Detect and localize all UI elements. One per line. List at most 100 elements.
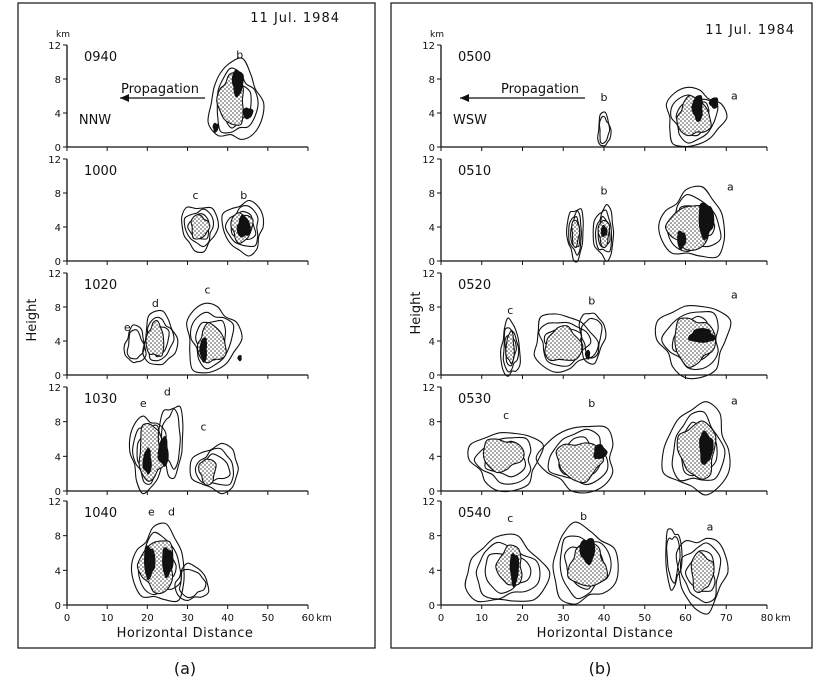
- reflectivity-contour: [679, 542, 722, 604]
- intense-core: [212, 122, 219, 133]
- y-tick-label: 4: [429, 566, 435, 577]
- reflectivity-contour: [597, 111, 612, 147]
- reflectivity-contour: [186, 302, 243, 374]
- echo-cell-b: b: [535, 397, 614, 494]
- x-tick-label: 80: [761, 613, 774, 624]
- cell-label: a: [731, 89, 738, 102]
- cell-label: e: [148, 506, 155, 519]
- intense-core: [687, 328, 716, 343]
- reflectivity-contour: [130, 522, 185, 603]
- echo-cell-c: c: [186, 283, 243, 374]
- panel-b-frame: [390, 2, 813, 649]
- reflectivity-contour: [160, 408, 181, 470]
- intense-core: [237, 355, 242, 362]
- y-tick-label: 8: [55, 75, 61, 86]
- y-tick-label: 4: [55, 566, 61, 577]
- reflectivity-contour: [670, 94, 719, 144]
- reflectivity-contour: [552, 521, 619, 605]
- reflectivity-contour: [547, 428, 609, 486]
- intense-core: [699, 430, 714, 465]
- intense-core: [708, 97, 719, 109]
- y-tick-label: 8: [429, 303, 435, 314]
- cell-label: b: [588, 397, 595, 410]
- x-tick-label: 10: [475, 613, 488, 624]
- x-tick-label: 60: [302, 613, 315, 624]
- reflectivity-contour: [178, 568, 207, 599]
- time-label: 0520: [458, 278, 491, 293]
- stippled-region: [505, 330, 515, 365]
- reflectivity-contour: [190, 311, 235, 370]
- reflectivity-contour: [128, 415, 167, 495]
- time-label: 0530: [458, 392, 491, 407]
- x-unit-label: km: [316, 613, 332, 624]
- echo-cell-b: b: [552, 510, 619, 605]
- y-tick-label: 12: [422, 41, 435, 52]
- subplot-0520: 0 4 8 12 0520 c b a: [422, 269, 768, 382]
- time-label: 0540: [458, 506, 491, 521]
- x-unit-label: km: [775, 613, 791, 624]
- cell-label: b: [588, 294, 595, 307]
- y-tick-label: 0: [429, 601, 435, 612]
- echo-cell-c: c: [464, 512, 551, 603]
- propagation-label: Propagation: [501, 82, 579, 97]
- echo-cell-a: a: [661, 394, 738, 496]
- panel-a-ylabel: Height: [25, 299, 40, 342]
- reflectivity-contour: [535, 425, 614, 494]
- x-tick-label: 40: [598, 613, 611, 624]
- reflectivity-contour: [684, 550, 716, 592]
- subplot-0540: 0 4 8 12 0 10 20 30 40 50 60 70 80 km 0540 c b a: [422, 497, 791, 624]
- reflectivity-contour: [559, 535, 612, 600]
- echo-cell: [665, 528, 683, 591]
- reflectivity-contour: [221, 199, 265, 257]
- y-tick-label: 0: [429, 143, 435, 154]
- cell-label: a: [727, 180, 734, 193]
- reflectivity-contour: [189, 442, 239, 495]
- cell-label: d: [152, 297, 159, 310]
- cell-label: a: [731, 289, 738, 302]
- echo-cell-a: a: [654, 289, 738, 380]
- echo-cell-b: b: [207, 49, 265, 140]
- intense-core: [593, 444, 608, 460]
- y-tick-label: 12: [48, 41, 61, 52]
- y-unit-label: km: [430, 30, 444, 40]
- echo-cell: [566, 208, 584, 263]
- propagation-direction: NNW: [79, 113, 111, 128]
- y-tick-label: 8: [55, 418, 61, 429]
- cell-label: e: [124, 321, 131, 334]
- reflectivity-contour: [224, 205, 259, 248]
- y-tick-label: 12: [422, 155, 435, 166]
- x-tick-label: 0: [438, 613, 444, 624]
- y-tick-label: 8: [55, 532, 61, 543]
- y-tick-label: 0: [55, 601, 61, 612]
- reflectivity-contour: [665, 86, 728, 148]
- propagation-label: Propagation: [121, 82, 199, 97]
- stippled-region: [544, 325, 584, 362]
- y-tick-label: 4: [55, 223, 61, 234]
- intense-core: [600, 224, 608, 238]
- panel-b-ylabel: Height: [409, 292, 424, 335]
- intense-core: [677, 230, 687, 251]
- intense-core: [242, 107, 254, 120]
- echo-cell-e: e: [128, 397, 169, 495]
- cell-label: c: [507, 304, 513, 317]
- stippled-region: [674, 317, 717, 368]
- reflectivity-contour: [666, 536, 681, 584]
- cell-label: d: [164, 386, 171, 399]
- echo-cell-a: a: [665, 86, 738, 148]
- stippled-region: [690, 551, 715, 594]
- reflectivity-contour: [580, 317, 603, 359]
- echo-cell-b: b: [221, 189, 265, 257]
- x-tick-label: 50: [261, 613, 274, 624]
- reflectivity-contour: [500, 317, 521, 377]
- reflectivity-contour: [675, 537, 729, 615]
- x-tick-label: 30: [557, 613, 570, 624]
- subplot-1030: 0 4 8 12 1030 e d c: [48, 383, 309, 498]
- panel-a-xlabel: Horizontal Distance: [117, 626, 254, 641]
- x-tick-label: 20: [516, 613, 529, 624]
- subplot-0510: 0 4 8 12 0510 b a: [422, 155, 768, 268]
- reflectivity-contour: [594, 209, 613, 253]
- y-tick-label: 4: [429, 109, 435, 120]
- echo-cell: [533, 313, 599, 373]
- stippled-region: [198, 458, 217, 486]
- stippled-region: [555, 442, 605, 484]
